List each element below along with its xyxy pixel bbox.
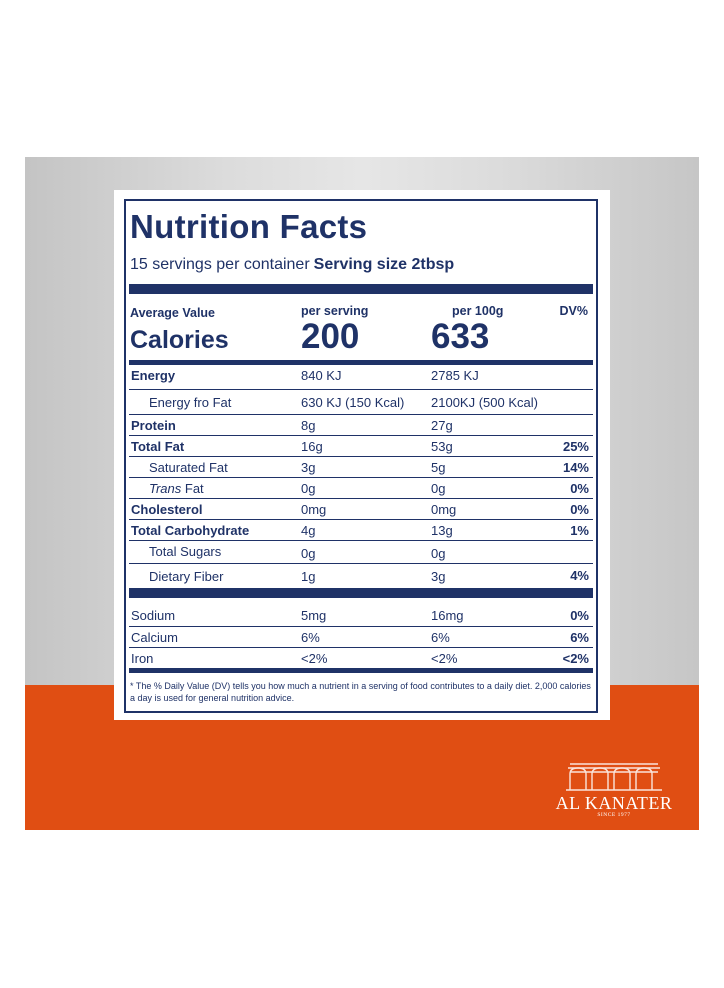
dv-value: 0% (570, 502, 589, 517)
nutrient-name: Total Carbohydrate (131, 523, 250, 538)
header-per-100g: per 100g (452, 304, 504, 318)
table-row: Total Carbohydrate 4g 13g 1% (129, 520, 593, 541)
per-serving-value: 16g (301, 439, 323, 454)
per-serving-value: 8g (301, 418, 316, 433)
per-100g-value: 0g (431, 481, 446, 496)
per-100g-value: 0mg (431, 502, 457, 517)
per-100g-value: 53g (431, 439, 453, 454)
servings-line: 15 servings per container Serving size 2t… (130, 255, 454, 275)
medium-divider (129, 360, 593, 365)
table-row: Protein 8g 27g (129, 415, 593, 436)
per-100g-value: 2100KJ (500 Kcal) (431, 395, 538, 410)
mineral-name: Sodium (131, 608, 176, 623)
per-serving-value: 4g (301, 523, 316, 538)
nutrition-facts-panel: Nutrition Facts 15 servings per containe… (124, 199, 598, 713)
table-row: Trans Fat 0g 0g 0% (129, 478, 593, 499)
nutrient-name: Cholesterol (131, 502, 203, 517)
table-row: Iron <2% <2% <2% (129, 648, 593, 668)
thick-divider (129, 588, 593, 598)
per-100g-value: <2% (431, 651, 458, 666)
per-100g-value: 5g (431, 460, 446, 475)
per-serving-value: 1g (301, 569, 316, 584)
nutrient-name-rest: Fat (181, 481, 204, 496)
nutrient-name: Total Sugars (149, 544, 222, 559)
calories-per-100g: 633 (431, 317, 490, 356)
label-card (114, 190, 610, 720)
per-serving-value: 840 KJ (301, 368, 342, 383)
per-serving-value: 0g (301, 481, 316, 496)
dv-value: 4% (570, 568, 589, 583)
table-row: Energy 840 KJ 2785 KJ (129, 365, 593, 390)
table-row: Total Fat 16g 53g 25% (129, 436, 593, 457)
table-row: Total Sugars 0g 0g (129, 541, 593, 564)
table-row: Saturated Fat 3g 5g 14% (129, 457, 593, 478)
mineral-name: Iron (131, 651, 154, 666)
dv-value: 0% (570, 481, 589, 496)
brand-tagline: SINCE 1977 (597, 812, 631, 818)
table-row: Calcium 6% 6% 6% (129, 627, 593, 648)
per-serving-value: 0g (301, 546, 316, 561)
table-row: Dietary Fiber 1g 3g 4% (129, 564, 593, 587)
dv-value: 0% (570, 608, 589, 623)
per-100g-value: 0g (431, 546, 446, 561)
dv-value: 14% (562, 460, 589, 475)
mineral-name: Calcium (131, 630, 178, 645)
brand-name: AL KANATER (555, 793, 673, 813)
brand-logo-icon (566, 763, 662, 791)
nutrient-name: Total Fat (131, 439, 185, 454)
per-serving-value: 630 KJ (150 Kcal) (301, 395, 405, 410)
dv-value: 25% (562, 439, 589, 454)
table-row: Cholesterol 0mg 0mg 0% (129, 499, 593, 520)
per-100g-value: 6% (431, 630, 450, 645)
dv-value: 6% (570, 630, 589, 645)
serving-size: Serving size 2tbsp (313, 256, 455, 273)
per-serving-value: 0mg (301, 502, 327, 517)
table-row: Energy fro Fat 630 KJ (150 Kcal) 2100KJ … (129, 390, 593, 415)
nutrient-name: Energy (131, 368, 176, 383)
per-100g-value: 3g (431, 569, 446, 584)
calories-label: Calories (130, 326, 229, 354)
dv-value: 1% (570, 523, 589, 538)
dv-value: <2% (562, 651, 589, 666)
nutrient-name-italic: Trans (149, 481, 182, 496)
nutrient-name: Saturated Fat (149, 460, 228, 475)
thick-divider (129, 284, 593, 294)
nutrient-name: Protein (131, 418, 176, 433)
header-dv: DV% (559, 304, 588, 318)
per-100g-value: 27g (431, 418, 453, 433)
daily-value-footnote: * The % Daily Value (DV) tells you how m… (130, 681, 591, 703)
calories-per-serving: 200 (301, 317, 360, 356)
header-per-serving: per serving (301, 304, 369, 318)
per-serving-value: 6% (301, 630, 320, 645)
per-100g-value: 2785 KJ (431, 368, 479, 383)
servings-per-container: 15 servings per container (130, 256, 310, 273)
nutrient-name: Energy fro Fat (149, 395, 232, 410)
medium-divider (129, 668, 593, 673)
table-row: Sodium 5mg 16mg 0% (129, 605, 593, 627)
header-average-value: Average Value (130, 306, 216, 320)
per-serving-value: 5mg (301, 608, 327, 623)
per-serving-value: 3g (301, 460, 316, 475)
nutrient-name: Trans Fat (149, 481, 204, 497)
panel-title: Nutrition Facts (130, 208, 368, 245)
per-100g-value: 16mg (431, 608, 464, 623)
per-100g-value: 13g (431, 523, 453, 538)
nutrient-name: Dietary Fiber (149, 569, 224, 584)
per-serving-value: <2% (301, 651, 328, 666)
